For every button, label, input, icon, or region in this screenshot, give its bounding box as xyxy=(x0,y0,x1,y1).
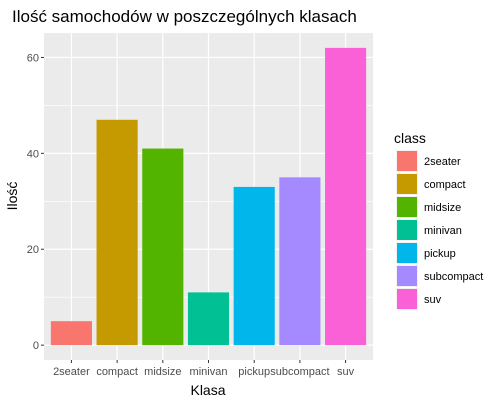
y-tick-label: 60 xyxy=(27,52,39,64)
legend-items: 2seater compact midsize minivan pickup subcom… xyxy=(396,150,483,310)
bar-suv xyxy=(325,47,367,346)
bars-group xyxy=(50,47,367,346)
x-tick-label: suv xyxy=(337,366,355,378)
x-tick-label: minivan xyxy=(190,366,228,378)
legend-key-midsize xyxy=(397,197,417,217)
x-tick-label: compact xyxy=(96,366,138,378)
x-tick-label: subcompact xyxy=(270,366,329,378)
bar-midsize xyxy=(142,148,184,346)
y-tick-label: 40 xyxy=(27,148,39,160)
bar-pickup xyxy=(233,186,275,346)
bar-subcompact xyxy=(279,177,321,346)
legend-label: 2seater xyxy=(424,156,461,168)
legend-key-2seater xyxy=(397,151,417,171)
x-axis-title: Klasa xyxy=(190,382,225,398)
legend: class 2seater compact midsize minivan pickup… xyxy=(394,130,483,310)
legend-key-suv xyxy=(397,289,417,309)
bar-compact xyxy=(96,119,138,346)
legend-title: class xyxy=(394,130,426,146)
legend-label: compact xyxy=(424,179,466,191)
y-tick-label: 20 xyxy=(27,244,39,256)
x-tick-label: midsize xyxy=(144,366,181,378)
bar-minivan xyxy=(187,292,230,346)
legend-label: minivan xyxy=(424,225,462,237)
y-tick-label: 0 xyxy=(33,340,39,352)
x-tick-label: pickup xyxy=(238,366,270,378)
legend-key-minivan xyxy=(397,220,417,240)
legend-label: suv xyxy=(424,294,442,306)
legend-label: subcompact xyxy=(424,271,483,283)
x-axis-ticks: 2seater compact midsize minivan pickup subcom… xyxy=(53,360,355,378)
y-axis-title: Ilość xyxy=(4,182,20,211)
legend-key-compact xyxy=(397,174,417,194)
legend-key-subcompact xyxy=(397,266,417,286)
y-axis-ticks: 0 20 40 60 xyxy=(27,52,44,352)
legend-label: midsize xyxy=(424,202,461,214)
legend-key-pickup xyxy=(397,243,417,263)
bar-2seater xyxy=(50,321,92,346)
legend-label: pickup xyxy=(424,248,456,260)
x-tick-label: 2seater xyxy=(53,366,90,378)
chart-title: Ilość samochodów w poszczególnych klasac… xyxy=(12,7,357,26)
